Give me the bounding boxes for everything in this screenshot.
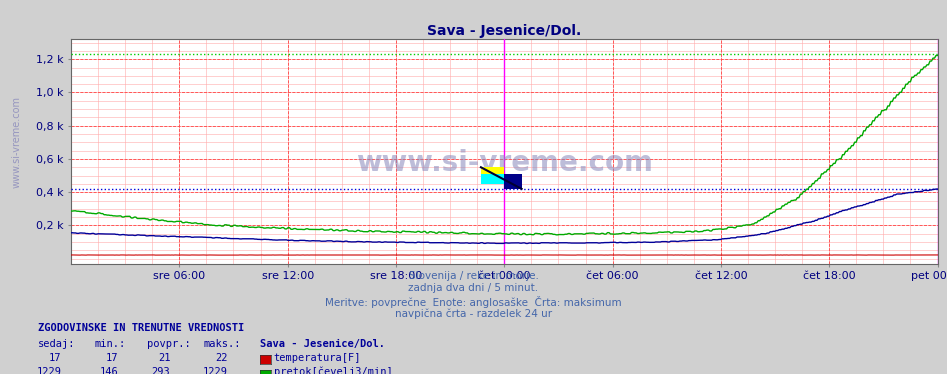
Text: 146: 146 <box>99 367 118 374</box>
Bar <box>481 167 504 184</box>
Text: navpična črta - razdelek 24 ur: navpična črta - razdelek 24 ur <box>395 308 552 319</box>
Text: 1229: 1229 <box>37 367 62 374</box>
Text: 21: 21 <box>158 353 170 363</box>
Text: 1229: 1229 <box>203 367 227 374</box>
Text: zadnja dva dni / 5 minut.: zadnja dva dni / 5 minut. <box>408 283 539 294</box>
Text: temperatura[F]: temperatura[F] <box>274 353 361 363</box>
Text: 17: 17 <box>106 353 118 363</box>
Text: sedaj:: sedaj: <box>38 339 76 349</box>
Text: Sava - Jesenice/Dol.: Sava - Jesenice/Dol. <box>260 339 385 349</box>
Text: maks.:: maks.: <box>204 339 241 349</box>
Text: Meritve: povprečne  Enote: anglosaške  Črta: maksimum: Meritve: povprečne Enote: anglosaške Črt… <box>325 296 622 308</box>
Text: min.:: min.: <box>95 339 126 349</box>
Title: Sava - Jesenice/Dol.: Sava - Jesenice/Dol. <box>427 24 581 38</box>
Text: 17: 17 <box>49 353 62 363</box>
Text: www.si-vreme.com: www.si-vreme.com <box>12 96 22 188</box>
Bar <box>504 174 522 189</box>
Text: www.si-vreme.com: www.si-vreme.com <box>356 149 652 177</box>
Bar <box>481 174 504 184</box>
Text: povpr.:: povpr.: <box>147 339 190 349</box>
Text: ZGODOVINSKE IN TRENUTNE VREDNOSTI: ZGODOVINSKE IN TRENUTNE VREDNOSTI <box>38 323 244 333</box>
Text: 293: 293 <box>152 367 170 374</box>
Text: 22: 22 <box>215 353 227 363</box>
Text: pretok[čevelj3/min]: pretok[čevelj3/min] <box>274 367 392 374</box>
Text: Slovenija / reke in morje.: Slovenija / reke in morje. <box>408 271 539 281</box>
